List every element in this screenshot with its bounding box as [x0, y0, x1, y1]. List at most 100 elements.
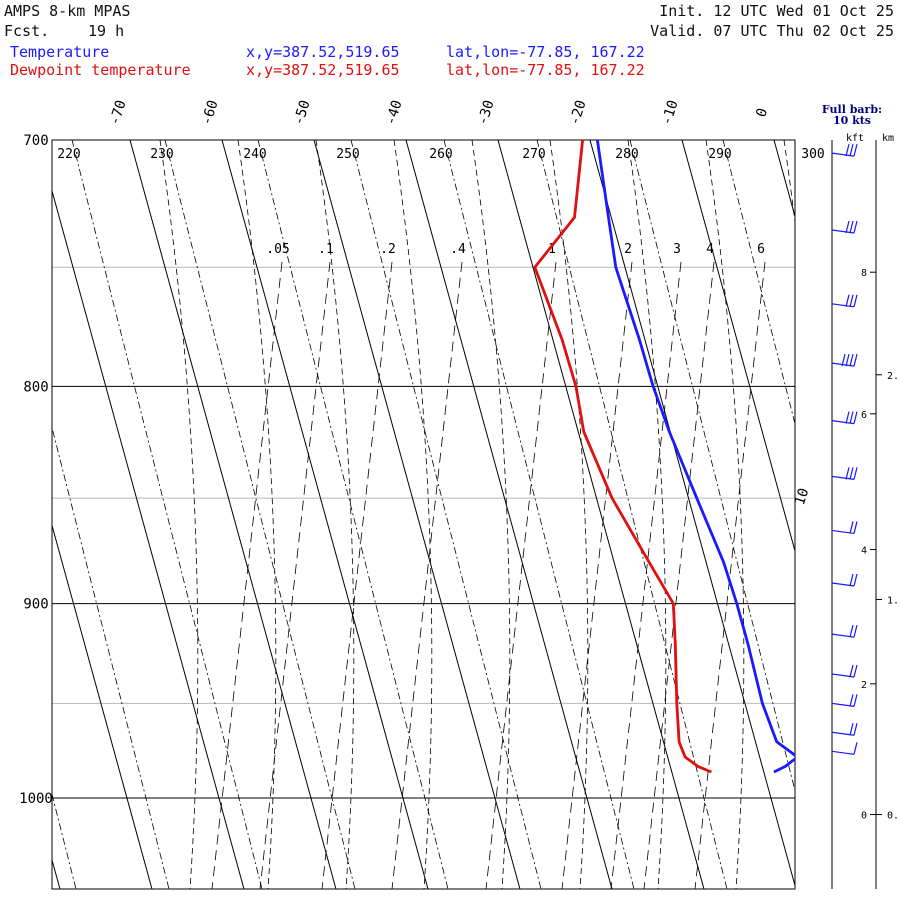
dry-adiabat — [257, 140, 449, 889]
mixing-ratio-label: .2 — [380, 242, 396, 257]
isotherm — [589, 140, 795, 888]
wind-barb-flag — [853, 220, 858, 234]
isotherm-label: 0 — [753, 106, 771, 119]
isotherm — [497, 140, 705, 889]
mixing-ratio-line — [561, 261, 633, 889]
wind-barb-flag — [853, 467, 858, 480]
theta-label: 270 — [522, 147, 545, 162]
wind-barb-flag — [845, 353, 850, 367]
wind-barb-flag — [853, 143, 858, 157]
isotherm — [52, 189, 245, 889]
barb-legend-line2: 10 kts — [832, 114, 872, 127]
kft-axis-label: kft — [846, 133, 865, 144]
isotherm — [129, 140, 337, 889]
isotherm — [866, 140, 900, 889]
mixing-ratio-label: .4 — [450, 242, 466, 257]
dry-adiabat — [443, 140, 635, 889]
isotherm-label: -10 — [659, 98, 682, 127]
wind-barb-flag — [853, 521, 858, 534]
mixing-ratio-label: .05 — [266, 242, 289, 257]
temperature-profile — [596, 140, 795, 774]
grid-layer — [52, 140, 900, 889]
wind-barb-flag — [853, 294, 858, 307]
moist-adiabat — [627, 140, 667, 889]
km-tick-label: 2. — [887, 371, 899, 382]
wind-barb-flag — [849, 411, 854, 424]
isotherm-label: -20 — [567, 98, 590, 127]
moist-adiabat — [237, 140, 277, 889]
pressure-label: 1000 — [19, 791, 53, 807]
moist-adiabat — [862, 140, 900, 889]
isotherm — [773, 140, 795, 219]
isotherm — [313, 140, 521, 889]
wind-barb-flag — [853, 742, 858, 755]
dry-adiabat — [722, 140, 795, 426]
wind-barb-flag — [849, 220, 854, 234]
wind-barb-flag — [849, 694, 854, 707]
isotherm-label: -70 — [107, 98, 130, 127]
moist-adiabat — [159, 140, 199, 889]
wind-barb-flag — [845, 467, 850, 480]
km-tick-label: 0. — [887, 811, 899, 822]
dry-adiabat — [629, 140, 795, 793]
wind-barb-flag — [853, 624, 858, 638]
wind-barb-flag — [845, 220, 850, 234]
forecast-label: Fcst. — [4, 22, 50, 40]
barb-legend-line1: Full barb: — [821, 103, 883, 116]
dry-adiabat — [71, 140, 263, 889]
moist-adiabat — [783, 140, 795, 226]
wind-barb-flag — [849, 353, 854, 367]
moist-adiabat — [315, 140, 355, 889]
theta-label: 280 — [615, 147, 638, 162]
mixing-ratio-label: 6 — [757, 242, 765, 257]
wind-barb-flag — [853, 353, 858, 367]
mixing-ratio-line — [643, 261, 715, 889]
theta-label: 260 — [429, 147, 452, 162]
dry-adiabat — [164, 140, 356, 889]
legend-temperature-xy: x,y=387.52,519.65 — [246, 43, 400, 61]
isotherm — [52, 523, 153, 889]
isotherm-label: -50 — [291, 98, 314, 127]
wind-barb-flag — [849, 467, 854, 480]
mixing-ratio-line — [259, 261, 331, 889]
wind-barb-flag — [849, 723, 854, 736]
wind-barb-flag — [849, 664, 854, 678]
isotherm-label: -40 — [383, 98, 406, 127]
wind-barb-flag — [853, 573, 858, 587]
isotherm — [221, 140, 429, 889]
wind-barb-flag — [849, 624, 854, 638]
series-layer — [533, 140, 795, 774]
wind-barb-flag — [849, 143, 854, 157]
mixing-ratio-label: 4 — [706, 242, 714, 257]
dry-adiabat — [52, 792, 77, 889]
kft-tick-label: 6 — [861, 410, 867, 421]
isotherm-label: -30 — [475, 98, 498, 127]
moist-adiabat — [549, 140, 589, 889]
wind-barb-flag — [853, 411, 858, 424]
mixing-ratio-line — [391, 261, 463, 889]
moist-adiabat — [393, 140, 433, 889]
theta-label: 220 — [57, 147, 80, 162]
legend-temperature-name: Temperature — [10, 43, 110, 61]
pressure-label: 800 — [23, 379, 48, 395]
kft-tick-label: 2 — [861, 680, 867, 691]
theta-label: 290 — [708, 147, 731, 162]
dry-adiabat — [536, 140, 728, 889]
wind-barb-flag — [841, 353, 846, 367]
model-title: AMPS 8-km MPAS — [4, 2, 131, 20]
km-axis-label: km — [882, 133, 895, 144]
wind-barb-flag — [853, 664, 858, 678]
km-tick-label: 1. — [887, 596, 899, 607]
mixing-ratio-label: 2 — [624, 242, 632, 257]
mixing-ratio-line — [485, 261, 557, 889]
forecast-hour: 19 h — [88, 22, 125, 40]
moist-adiabat — [471, 140, 511, 889]
legend-dewpoint-name: Dewpoint temperature — [10, 61, 191, 79]
moist-adiabat — [705, 140, 745, 889]
mixing-ratio-line — [211, 261, 283, 889]
legend-dewpoint-latlon: lat,lon=-77.85, 167.22 — [446, 61, 645, 79]
init-time: Init. 12 UTC Wed 01 Oct 25 — [659, 2, 894, 20]
theta-label: 240 — [243, 147, 266, 162]
wind-barb-flag — [845, 411, 850, 424]
isotherm — [52, 858, 61, 889]
